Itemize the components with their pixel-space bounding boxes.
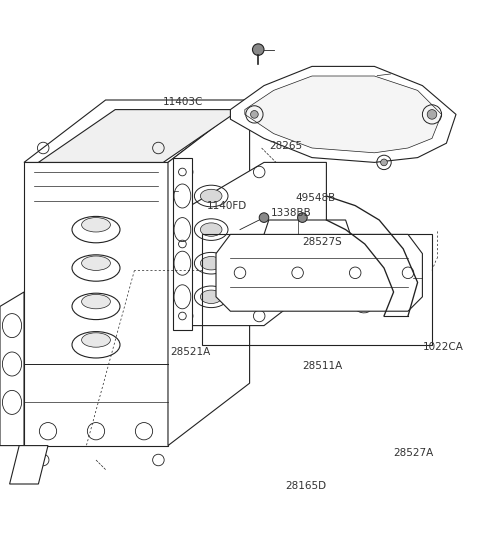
Circle shape [427, 109, 437, 119]
Polygon shape [245, 76, 442, 153]
Polygon shape [216, 234, 422, 311]
Text: 28527A: 28527A [394, 448, 434, 458]
Text: 11403C: 11403C [163, 98, 204, 107]
Polygon shape [0, 292, 24, 445]
Text: 28521A: 28521A [170, 347, 211, 357]
Polygon shape [264, 220, 350, 234]
Text: 28265: 28265 [269, 140, 302, 151]
Ellipse shape [200, 223, 222, 236]
Ellipse shape [82, 294, 110, 309]
Text: 28527S: 28527S [302, 236, 342, 247]
Ellipse shape [200, 189, 222, 203]
Ellipse shape [82, 218, 110, 232]
Circle shape [381, 159, 387, 166]
Polygon shape [24, 162, 168, 445]
Text: 49548B: 49548B [295, 193, 336, 203]
Ellipse shape [82, 333, 110, 347]
Polygon shape [10, 445, 48, 484]
Text: 1140FD: 1140FD [206, 200, 247, 211]
Ellipse shape [200, 257, 222, 270]
Polygon shape [182, 162, 326, 325]
Text: 1338BB: 1338BB [271, 208, 312, 218]
Polygon shape [230, 66, 456, 162]
Polygon shape [38, 109, 240, 162]
Polygon shape [24, 100, 250, 162]
Text: 1022CA: 1022CA [422, 342, 463, 352]
Circle shape [251, 110, 258, 118]
Circle shape [298, 213, 307, 222]
Polygon shape [173, 158, 192, 330]
Ellipse shape [82, 256, 110, 270]
Text: 28165D: 28165D [286, 481, 327, 492]
Polygon shape [168, 100, 250, 445]
Text: 28511A: 28511A [302, 361, 343, 371]
Bar [202, 234, 432, 345]
Circle shape [259, 213, 269, 222]
Ellipse shape [200, 290, 222, 303]
Circle shape [252, 44, 264, 55]
